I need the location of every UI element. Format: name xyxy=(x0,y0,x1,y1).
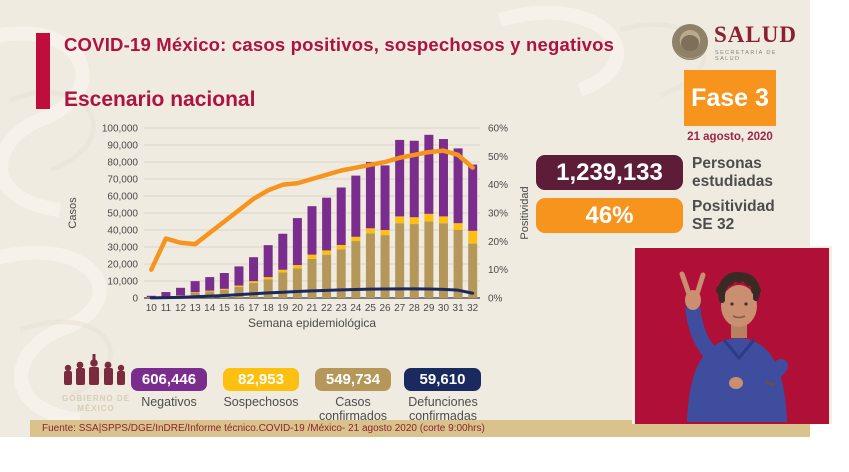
svg-text:12: 12 xyxy=(175,303,187,314)
confirmados-total-label: Casos confirmados xyxy=(318,395,388,424)
salud-logo-text: SALUD xyxy=(714,22,797,47)
svg-text:0: 0 xyxy=(132,294,138,305)
negativos-total-badge: 606,446 xyxy=(131,368,207,391)
svg-text:31: 31 xyxy=(453,303,465,314)
sospechosos-total-badge: 82,953 xyxy=(223,368,299,391)
positividad-label: Positividad SE 32 xyxy=(692,198,775,233)
svg-text:Positividad: Positividad xyxy=(519,186,531,239)
defunciones-total-label: Defunciones confirmadas xyxy=(408,395,478,424)
sospechosos-total-label: Sospechosos xyxy=(223,395,299,409)
svg-text:50%: 50% xyxy=(488,152,508,163)
svg-text:10%: 10% xyxy=(488,265,508,276)
page-title: COVID-19 México: casos positivos, sospec… xyxy=(64,34,615,55)
personas-estudiadas-label: Personas estudiadas xyxy=(692,155,773,190)
svg-text:50,000: 50,000 xyxy=(107,209,138,220)
svg-text:70,000: 70,000 xyxy=(107,175,138,186)
svg-text:16: 16 xyxy=(233,303,245,314)
svg-text:13: 13 xyxy=(190,303,202,314)
defunciones-total-badge: 59,610 xyxy=(404,368,481,391)
svg-text:21: 21 xyxy=(306,303,318,314)
svg-text:27: 27 xyxy=(394,303,406,314)
positividad-badge: 46% xyxy=(536,198,683,233)
svg-text:32: 32 xyxy=(467,303,479,314)
salud-seal-icon xyxy=(672,24,708,60)
svg-text:60,000: 60,000 xyxy=(107,192,138,203)
svg-text:20%: 20% xyxy=(488,237,508,248)
svg-text:30,000: 30,000 xyxy=(107,243,138,254)
svg-text:0%: 0% xyxy=(488,294,503,305)
chart-section-title: Escenario nacional xyxy=(64,88,256,111)
svg-text:80,000: 80,000 xyxy=(107,158,138,169)
svg-text:28: 28 xyxy=(409,303,421,314)
svg-text:24: 24 xyxy=(350,303,362,314)
personas-estudiadas-badge: 1,239,133 xyxy=(536,155,683,190)
epidemic-week-chart: 0 10,000 20,000 30,000 40,000 50,000 60,000 70,… xyxy=(56,114,552,340)
svg-text:19: 19 xyxy=(277,303,289,314)
svg-text:Semana epidemiológica: Semana epidemiológica xyxy=(248,316,376,330)
svg-text:11: 11 xyxy=(161,303,172,314)
negativos-total-label: Negativos xyxy=(141,395,197,409)
svg-text:20,000: 20,000 xyxy=(107,260,138,271)
report-date: 21 agosto, 2020 xyxy=(687,131,773,143)
interpreter-illustration xyxy=(635,248,829,422)
svg-text:25: 25 xyxy=(365,303,377,314)
svg-text:23: 23 xyxy=(336,303,348,314)
svg-text:10,000: 10,000 xyxy=(107,277,138,288)
salud-logo: SALUD SECRETARÍA DE SALUD xyxy=(672,22,802,62)
svg-text:20: 20 xyxy=(292,303,304,314)
svg-text:60%: 60% xyxy=(488,124,508,135)
svg-text:10: 10 xyxy=(146,303,158,314)
gobierno-figures-icon xyxy=(64,354,125,385)
salud-logo-subtext: SECRETARÍA DE SALUD xyxy=(715,50,777,62)
svg-text:30: 30 xyxy=(438,303,450,314)
source-footer: Fuente: SSA|SPPS/DGE/InDRE/Informe técni… xyxy=(30,420,810,437)
svg-text:17: 17 xyxy=(248,303,260,314)
confirmados-total-badge: 549,734 xyxy=(315,368,391,391)
svg-text:14: 14 xyxy=(204,303,216,314)
svg-text:40%: 40% xyxy=(488,180,508,191)
phase-badge: Fase 3 xyxy=(684,70,776,126)
svg-text:100,000: 100,000 xyxy=(102,124,139,135)
svg-text:18: 18 xyxy=(263,303,275,314)
svg-text:30%: 30% xyxy=(488,209,508,220)
svg-text:15: 15 xyxy=(219,303,231,314)
title-accent-bar xyxy=(36,33,50,109)
svg-text:Casos: Casos xyxy=(67,197,79,229)
sign-language-interpreter-video xyxy=(632,246,832,424)
gobierno-de-mexico-watermark: GOBIERNO DE MÉXICO xyxy=(56,352,136,418)
source-text: Fuente: SSA|SPPS/DGE/InDRE/Informe técni… xyxy=(42,423,485,434)
svg-text:40,000: 40,000 xyxy=(107,226,138,237)
svg-text:22: 22 xyxy=(321,303,333,314)
svg-text:29: 29 xyxy=(423,303,435,314)
svg-text:26: 26 xyxy=(379,303,391,314)
svg-text:90,000: 90,000 xyxy=(107,141,138,152)
